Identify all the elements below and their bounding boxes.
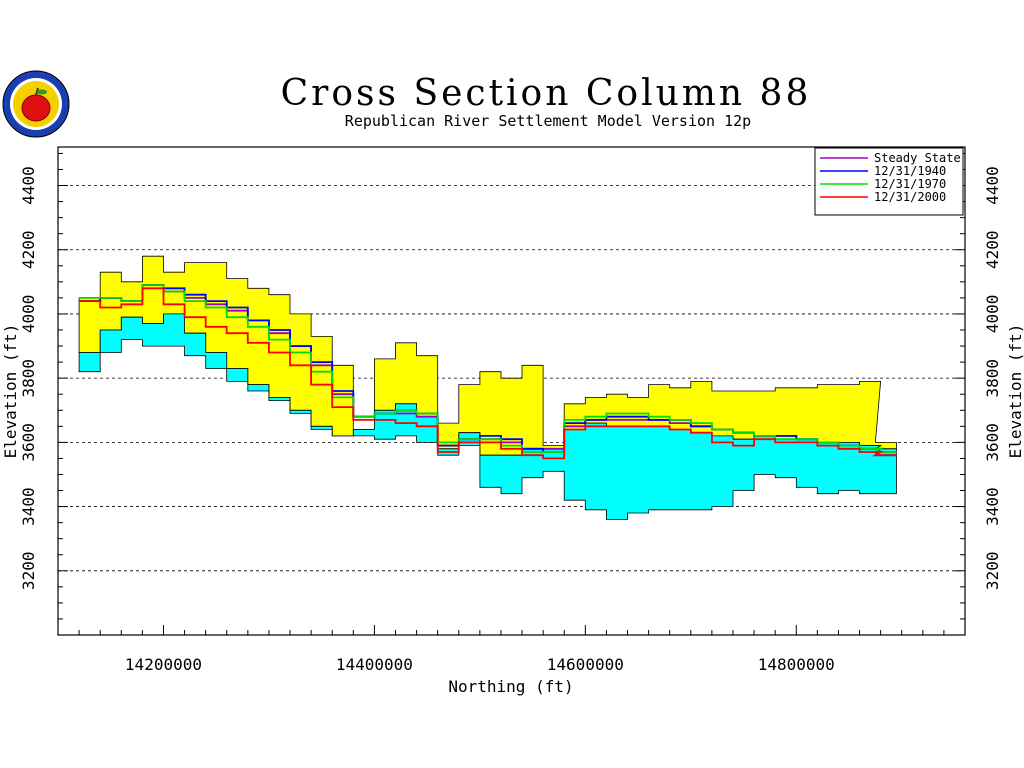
- legend-label: 12/31/1970: [874, 177, 946, 191]
- y-tick-label-left: 4000: [19, 295, 38, 334]
- y-tick-label-left: 3400: [19, 487, 38, 526]
- y-tick-label-right: 4200: [983, 230, 1002, 269]
- x-tick-label: 14600000: [547, 655, 624, 674]
- y-tick-label-right: 3200: [983, 552, 1002, 591]
- series-line: [79, 284, 897, 453]
- y-tick-label-left: 3800: [19, 359, 38, 398]
- y-tick-label-right: 3800: [983, 359, 1002, 398]
- x-tick-label: 14200000: [125, 655, 202, 674]
- y-tick-label-right: 3600: [983, 423, 1002, 462]
- x-tick-label: 14800000: [758, 655, 835, 674]
- chart-title: Cross Section Column 88: [281, 73, 812, 114]
- y-axis-label-right: Elevation (ft): [1006, 324, 1024, 459]
- y-tick-label-right: 3400: [983, 487, 1002, 526]
- series-lines: [79, 284, 897, 460]
- plot-frame: [57, 146, 966, 636]
- legend-box: [814, 147, 964, 216]
- legend-label: 12/31/1940: [874, 164, 946, 178]
- y-tick-label-right: 4000: [983, 295, 1002, 334]
- y-axis-label-left: Elevation (ft): [1, 324, 20, 459]
- layer-area: [78, 313, 897, 520]
- y-tick-label-left: 3600: [19, 423, 38, 462]
- chart-subtitle: Republican River Settlement Model Versio…: [345, 112, 751, 130]
- y-tick-label-left: 4400: [19, 166, 38, 205]
- legend: Steady State12/31/194012/31/197012/31/20…: [814, 147, 964, 216]
- y-tick-label-right: 4400: [983, 166, 1002, 205]
- series-line: [79, 287, 897, 460]
- legend-label: Steady State: [874, 151, 961, 165]
- x-tick-label: 14400000: [336, 655, 413, 674]
- y-tick-label-left: 3200: [19, 552, 38, 591]
- layer-areas: [78, 255, 897, 520]
- legend-label: 12/31/2000: [874, 190, 946, 204]
- apple-seal-logo: [2, 70, 70, 138]
- y-tick-label-left: 4200: [19, 230, 38, 269]
- x-axis-label: Northing (ft): [448, 677, 573, 696]
- axis-tick-labels: 14200000 14400000 14600000 14800000 3200 3200…: [19, 166, 1002, 674]
